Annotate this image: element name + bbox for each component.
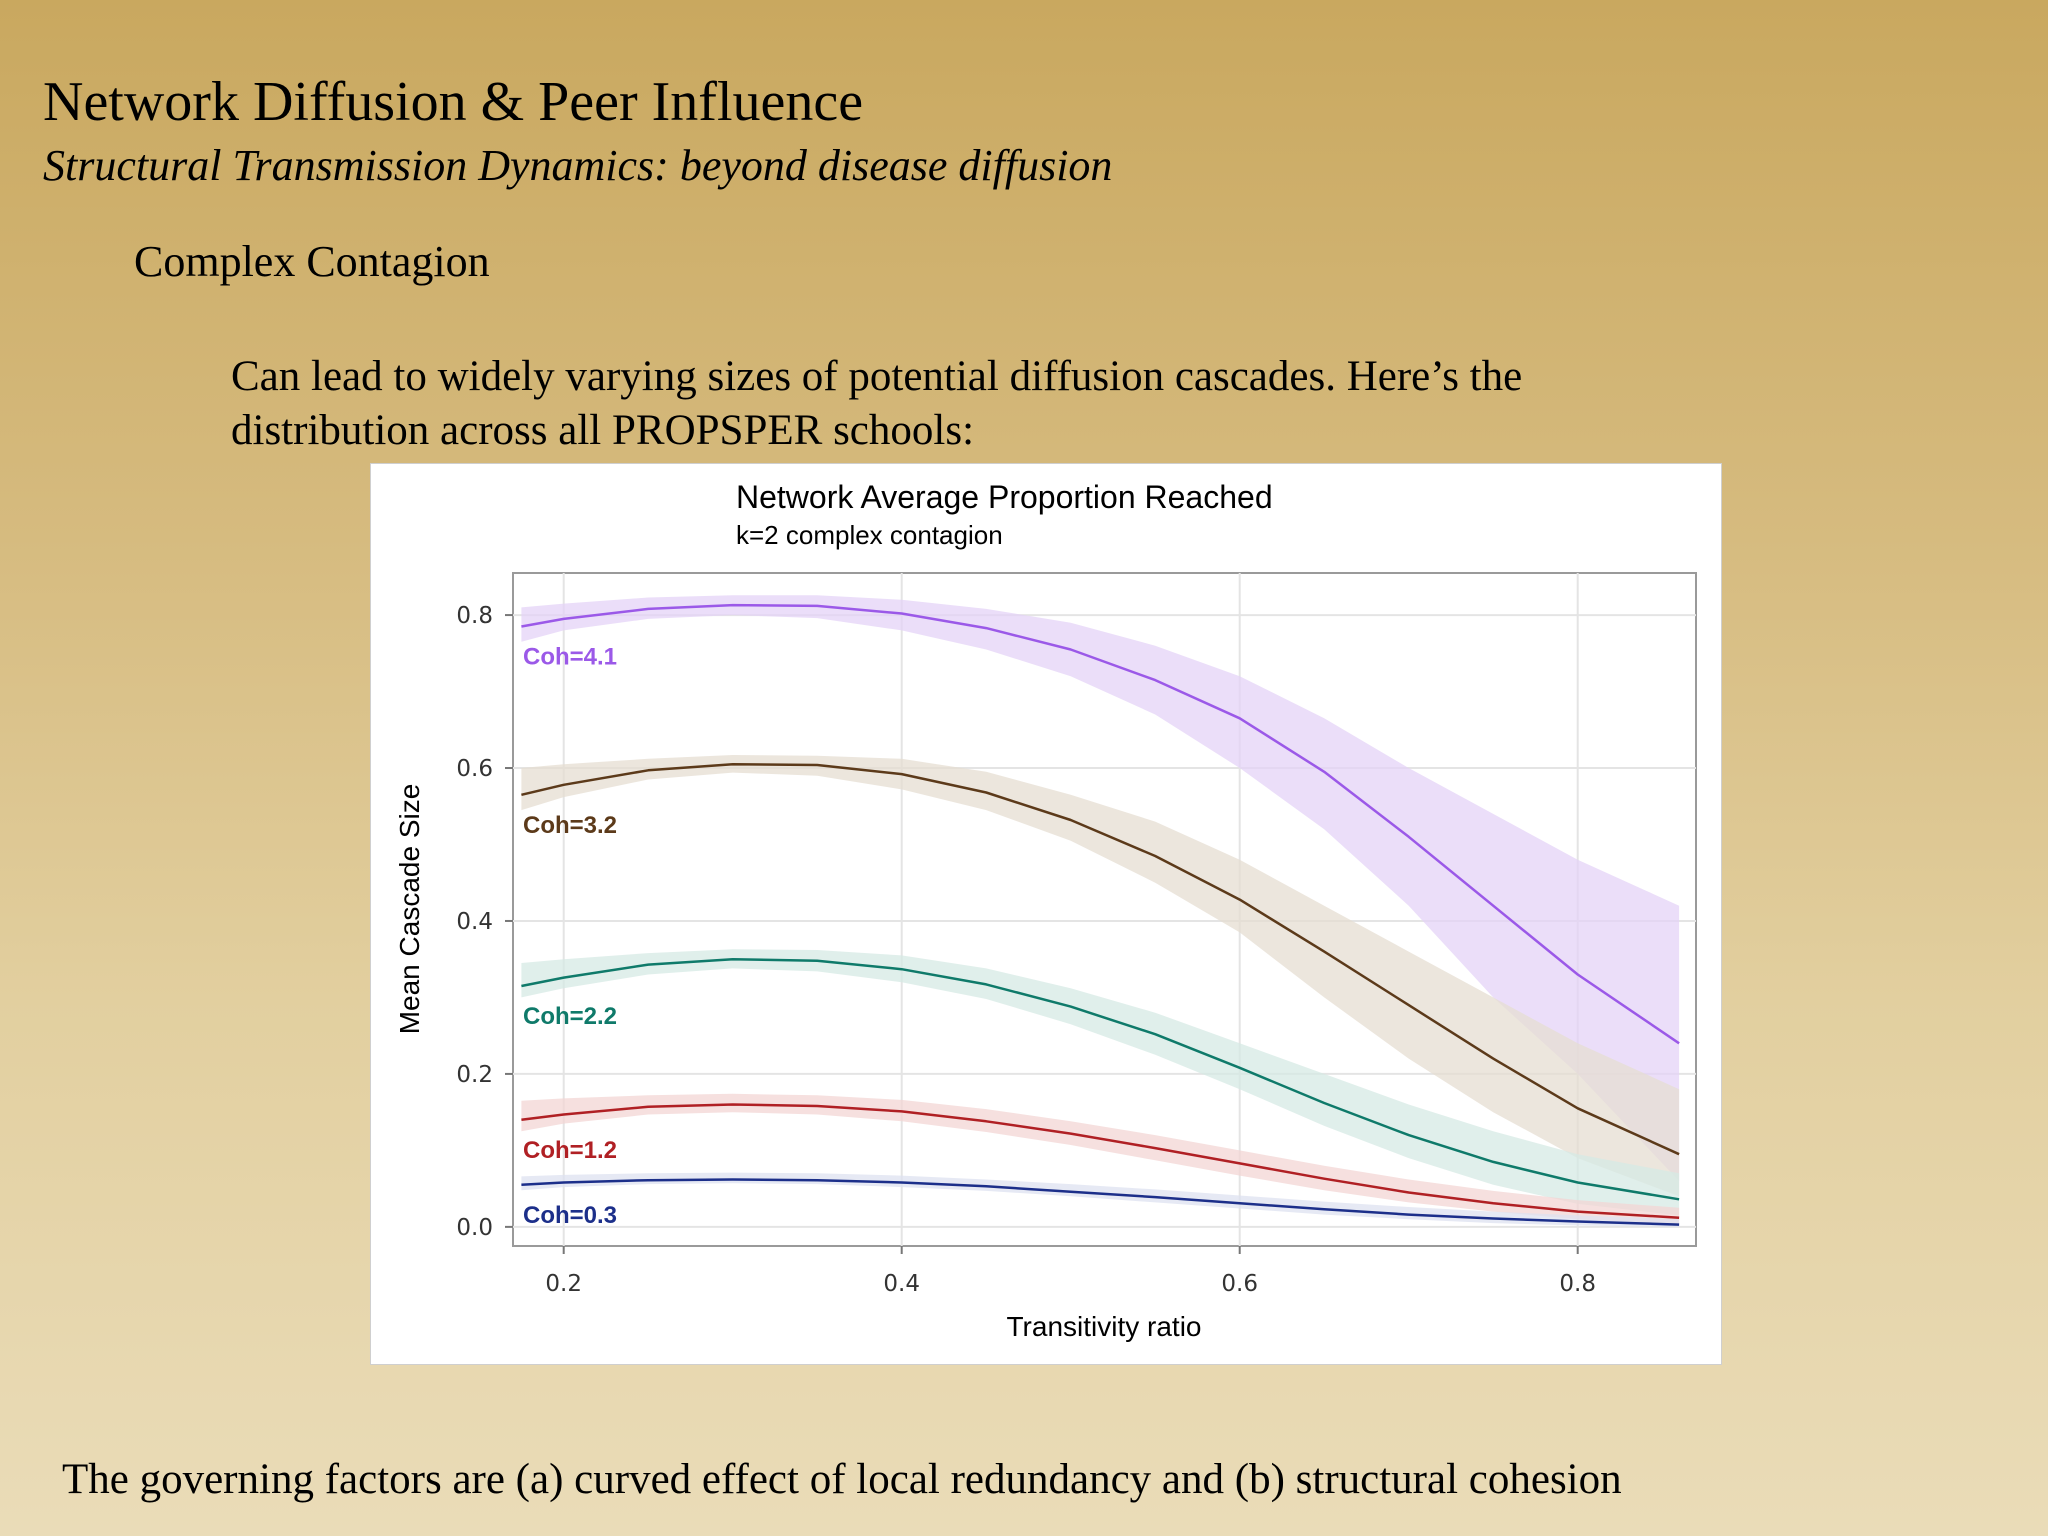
section-heading: Complex Contagion [134,237,490,286]
series-label: Coh=1.2 [523,1137,617,1164]
x-tick-label: 0.4 [883,1271,920,1297]
series-line [521,1178,1680,1226]
y-tick-label: 0.6 [456,756,493,782]
cascade-size-chart: Network Average Proportion Reached k=2 c… [394,479,1697,1342]
series-line [521,762,1680,1156]
body-paragraph: Can lead to widely varying sizes of pote… [231,353,1523,454]
series-label: Coh=4.1 [523,644,617,671]
x-tick-label: 0.6 [1221,1271,1258,1297]
confidence-band [521,949,1680,1216]
series-line [521,603,1680,1045]
y-tick-label: 0.2 [456,1062,493,1088]
x-axis-label: Transitivity ratio [1006,1311,1201,1342]
y-tick-label: 0.0 [456,1215,493,1241]
confidence-band [521,755,1680,1197]
slide-title: Network Diffusion & Peer Influence [43,71,864,133]
chart-title: Network Average Proportion Reached [736,479,1273,515]
y-tick-label: 0.4 [456,909,493,935]
footer-text: The governing factors are (a) curved eff… [62,1456,1622,1503]
series-labels: Coh=4.1 Coh=3.2 Coh=2.2 Coh=1.2 Coh=0.3 [523,644,617,1229]
confidence-band [521,1093,1680,1224]
confidence-band [521,595,1680,1181]
chart-subtitle: k=2 complex contagion [736,520,1003,550]
series-label: Coh=0.3 [523,1202,617,1229]
x-tick-label: 0.2 [545,1271,582,1297]
series-lines [521,603,1680,1226]
slide-subtitle: Structural Transmission Dynamics: beyond… [43,141,1113,190]
series-line [521,1103,1680,1219]
x-tick-label: 0.8 [1559,1271,1596,1297]
y-tick-label: 0.8 [456,603,493,629]
series-label: Coh=2.2 [523,1003,617,1030]
axis-ticks: 0.2 0.4 0.6 0.8 0.0 0.2 0.4 0.6 0.8 [456,603,1596,1297]
chart-panel: Network Average Proportion Reached k=2 c… [370,463,1722,1365]
series-label: Coh=3.2 [523,812,617,839]
y-axis-label: Mean Cascade Size [394,784,425,1035]
series-line [521,957,1680,1201]
